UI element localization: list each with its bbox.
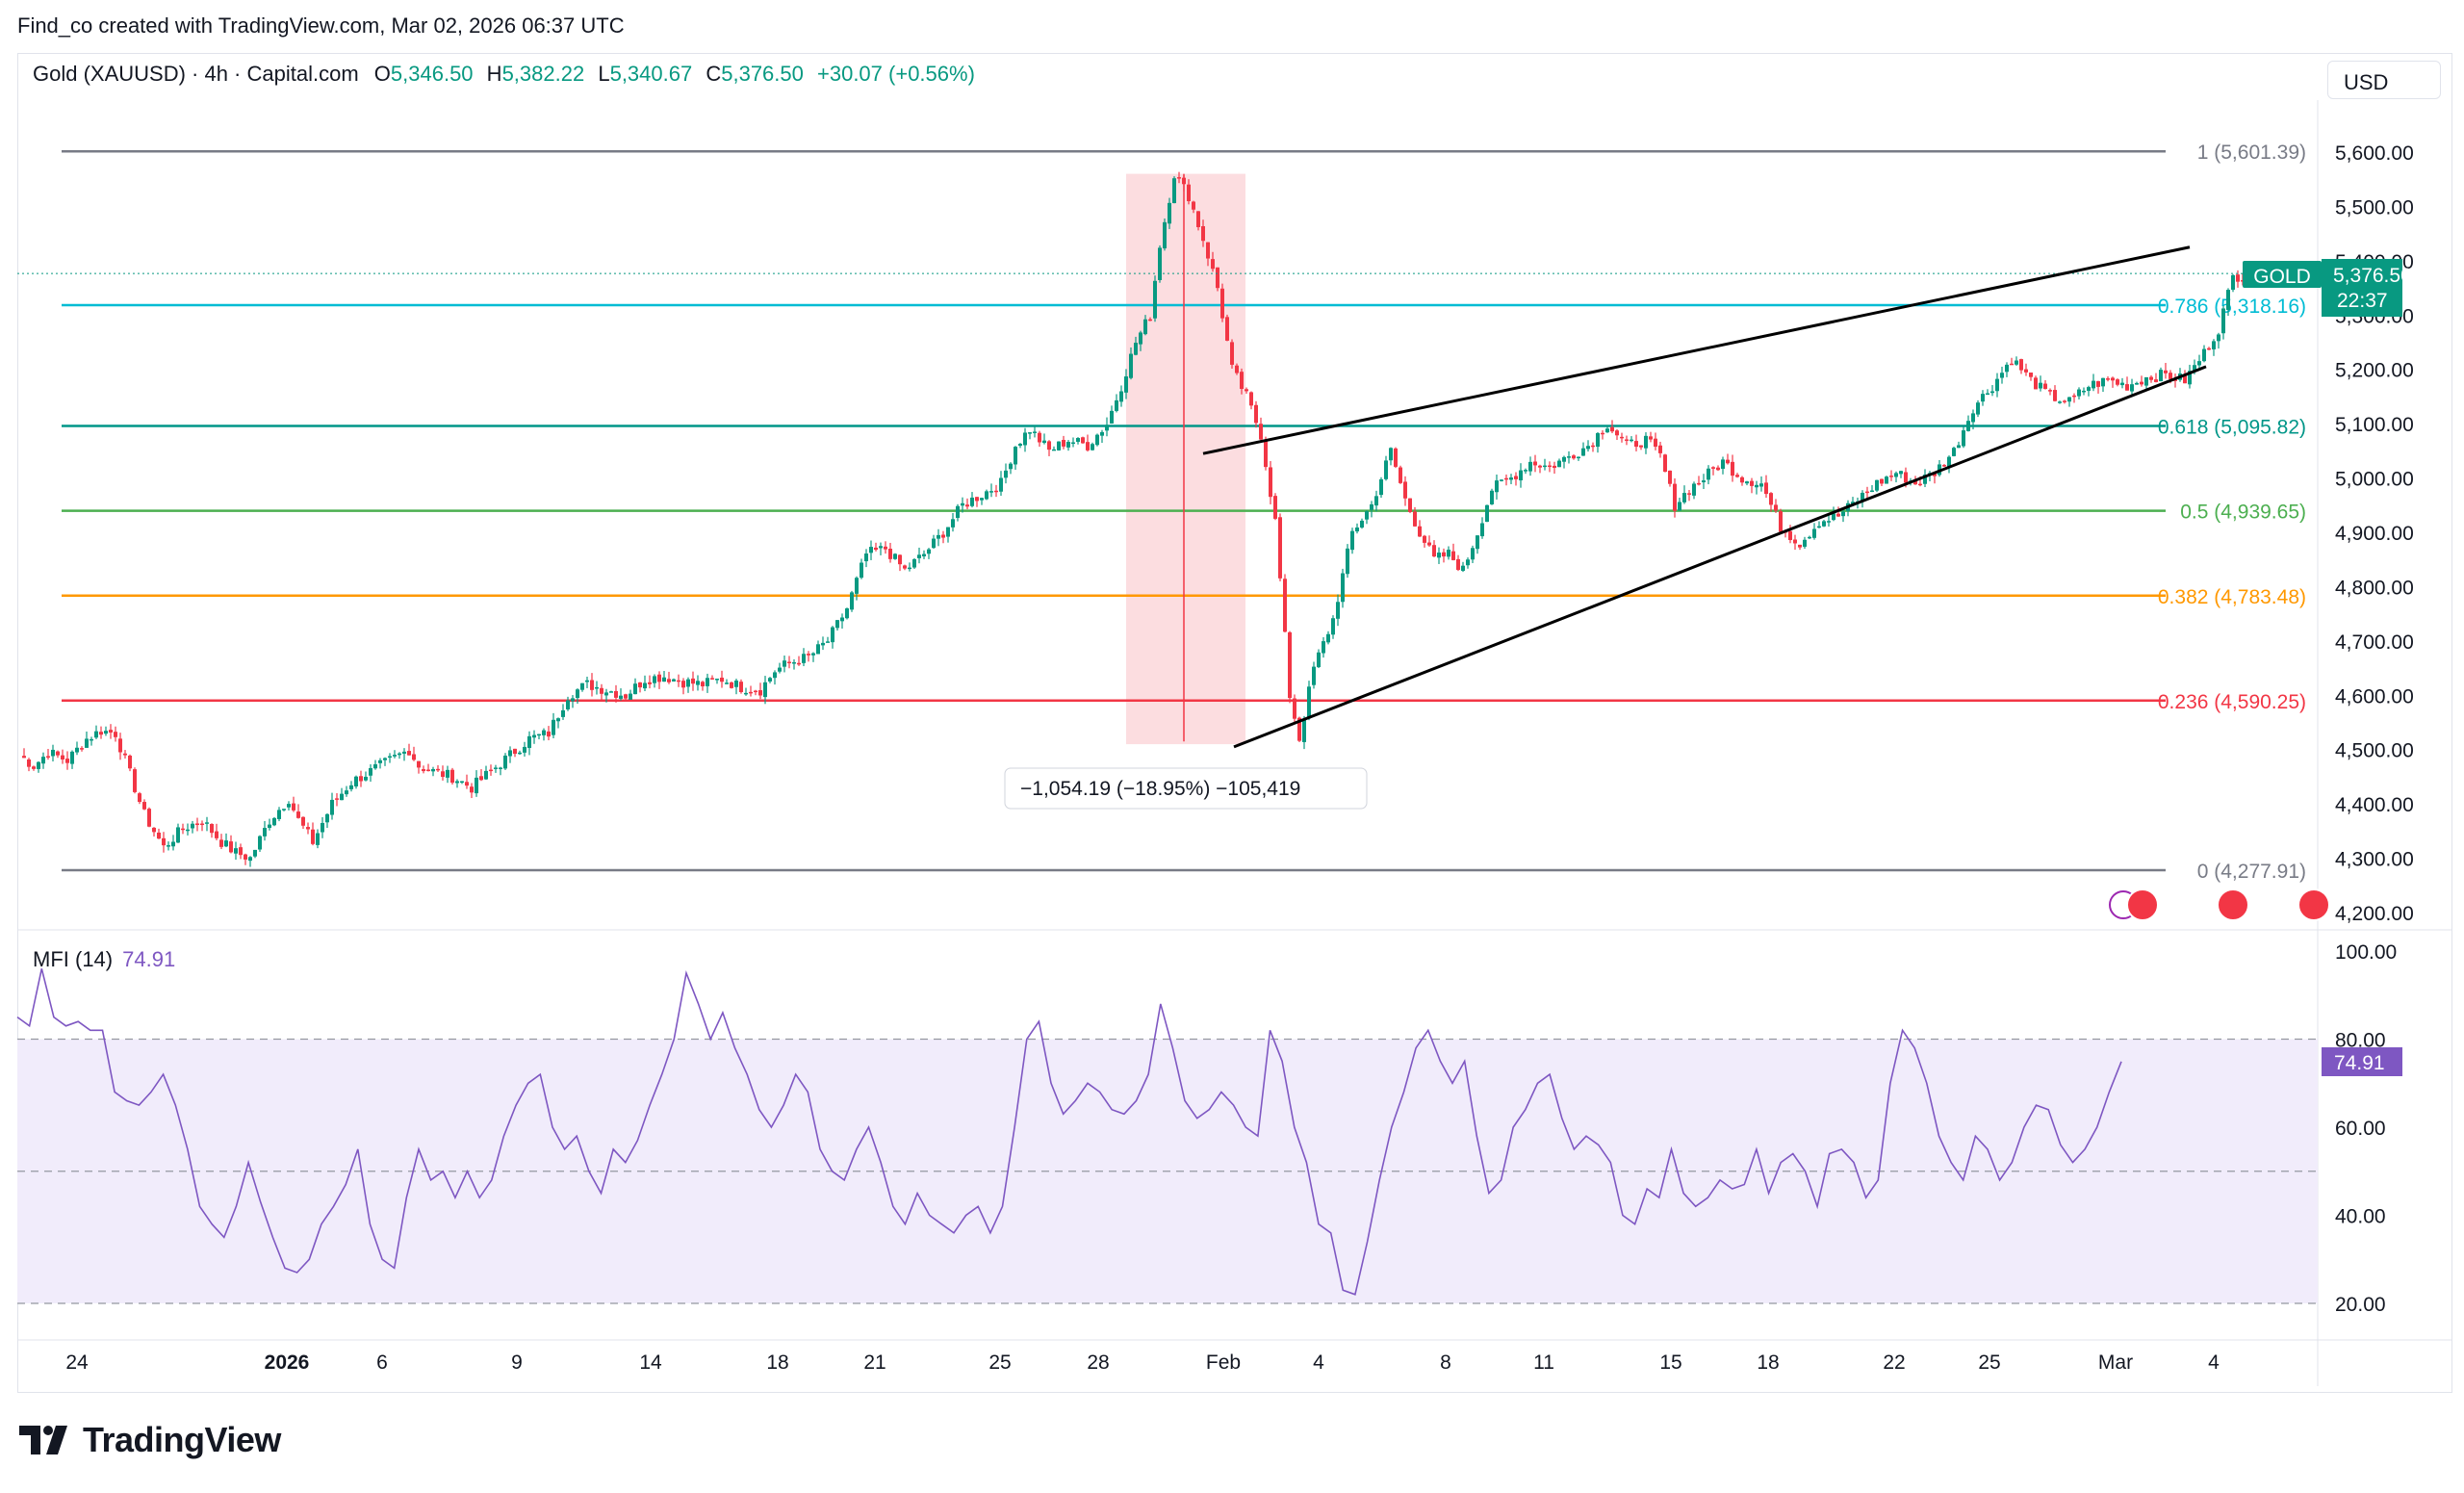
mfi-value: 74.91 xyxy=(122,947,176,971)
open-label: O xyxy=(373,62,391,86)
change-value: +30.07 (+0.56%) xyxy=(817,62,975,86)
currency-button[interactable]: USD xyxy=(2327,61,2441,99)
tradingview-logo-text: TradingView xyxy=(83,1420,281,1459)
close-label: C xyxy=(706,62,722,86)
mfi-legend[interactable]: MFI (14) 74.91 xyxy=(33,947,175,972)
chart-frame xyxy=(17,53,2452,1393)
chart-credit: Find_co created with TradingView.com, Ma… xyxy=(17,13,625,38)
mfi-label: MFI (14) xyxy=(33,947,114,971)
symbol-title: Gold (XAUUSD) · 4h · Capital.com xyxy=(33,62,359,86)
high-value: 5,382.22 xyxy=(501,62,585,86)
high-label: H xyxy=(486,62,502,86)
symbol-legend[interactable]: Gold (XAUUSD) · 4h · Capital.com O5,346.… xyxy=(33,62,975,87)
close-value: 5,376.50 xyxy=(721,62,804,86)
low-label: L xyxy=(598,62,610,86)
low-value: 5,340.67 xyxy=(609,62,693,86)
open-value: 5,346.50 xyxy=(390,62,474,86)
tradingview-logo-icon xyxy=(19,1426,67,1454)
tradingview-logo[interactable]: TradingView xyxy=(19,1420,281,1459)
